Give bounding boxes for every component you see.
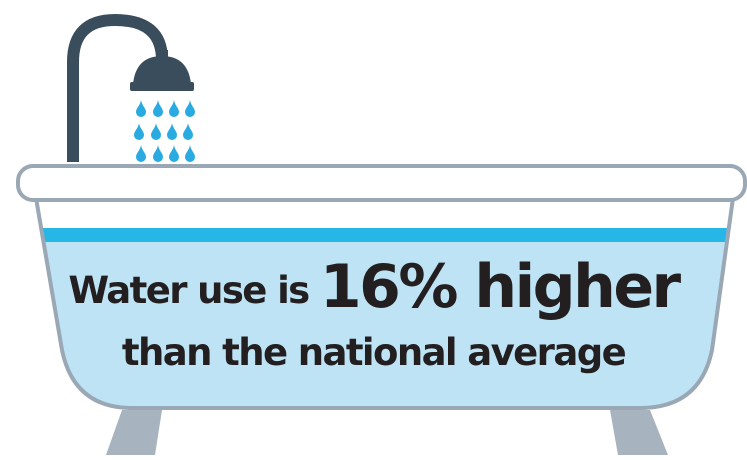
shower-head-icon bbox=[130, 50, 194, 91]
water-drop-icon bbox=[153, 100, 163, 117]
water-drop-icon bbox=[134, 123, 144, 140]
headline-line-2: than the national average bbox=[121, 331, 627, 374]
water-drop-icon bbox=[151, 123, 161, 140]
tub-foot-right bbox=[610, 410, 668, 455]
water-drop-icon bbox=[167, 123, 177, 140]
headline-prefix: Water use is bbox=[68, 269, 310, 312]
water-line bbox=[36, 228, 733, 242]
bathtub-icon bbox=[16, 164, 747, 410]
water-drop-icon bbox=[136, 145, 146, 162]
water-drops bbox=[134, 100, 195, 162]
tub-foot-left bbox=[106, 410, 162, 455]
water-drop-icon bbox=[185, 145, 195, 162]
tub-rim bbox=[16, 164, 747, 202]
water-drop-icon bbox=[183, 123, 193, 140]
shower-pipe bbox=[67, 13, 168, 162]
water-fill bbox=[36, 240, 733, 408]
water-drop-icon bbox=[185, 100, 195, 117]
water-drop-icon bbox=[169, 145, 179, 162]
water-drop-icon bbox=[136, 100, 146, 117]
headline-line-1: Water use is 16% higher bbox=[0, 255, 747, 323]
water-drop-icon bbox=[153, 145, 163, 162]
water-drop-icon bbox=[169, 100, 179, 117]
headline-highlight: 16% higher bbox=[319, 252, 681, 322]
